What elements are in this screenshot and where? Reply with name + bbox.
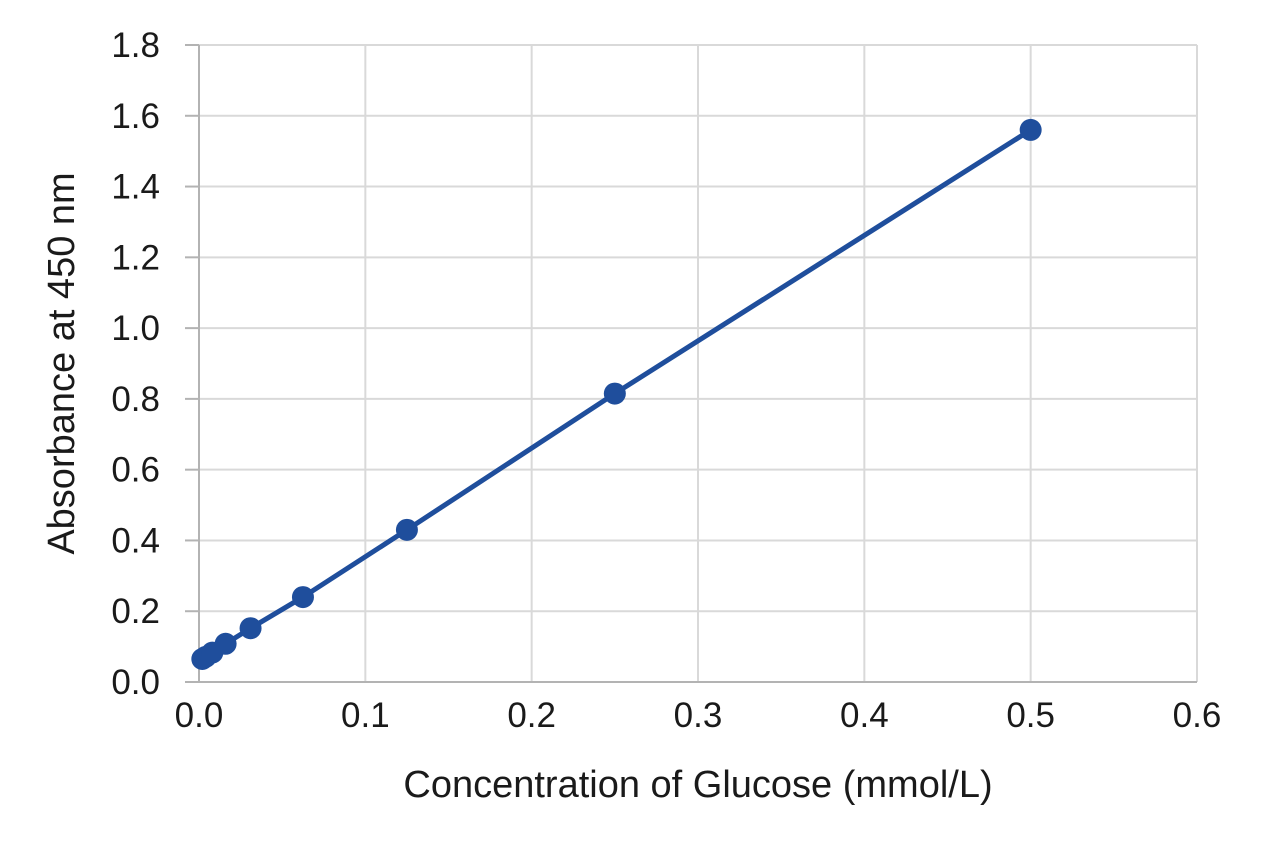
- y-tick-label: 0.2: [111, 592, 160, 631]
- x-tick-labels: 0.0 0.1 0.2 0.3 0.4 0.5 0.6: [175, 696, 1222, 735]
- x-tick-label: 0.6: [1173, 696, 1222, 735]
- y-tick-label: 0.6: [111, 451, 160, 490]
- x-tick-label: 0.1: [341, 696, 390, 735]
- y-tick-label: 1.6: [111, 97, 160, 136]
- y-tick-label: 0.4: [111, 521, 160, 560]
- y-tick-label: 0.8: [111, 380, 160, 419]
- y-tick-label: 0.0: [111, 663, 160, 702]
- data-point: [214, 632, 237, 655]
- x-axis-title: Concentration of Glucose (mmol/L): [403, 764, 992, 806]
- y-axis-tick-marks: [185, 44, 199, 683]
- data-point: [239, 617, 262, 640]
- x-tick-label: 0.0: [175, 696, 224, 735]
- y-tick-label: 1.8: [111, 26, 160, 65]
- data-point: [291, 586, 314, 609]
- y-axis-title: Absorbance at 450 nm: [41, 172, 83, 554]
- x-tick-label: 0.5: [1006, 696, 1055, 735]
- y-tick-labels: 0.0 0.2 0.4 0.6 0.8 1.0 1.2 1.4 1.6 1.8: [111, 26, 160, 702]
- data-point: [1019, 118, 1042, 141]
- data-point: [603, 382, 626, 405]
- y-tick-label: 1.4: [111, 168, 160, 207]
- x-tick-label: 0.2: [507, 696, 556, 735]
- data-point: [395, 518, 418, 541]
- y-tick-label: 1.0: [111, 309, 160, 348]
- y-tick-label: 1.2: [111, 238, 160, 277]
- gridlines: [199, 44, 1198, 682]
- x-tick-label: 0.3: [674, 696, 723, 735]
- axis-lines: [198, 45, 1197, 683]
- data-points: [191, 118, 1042, 670]
- x-tick-label: 0.4: [840, 696, 889, 735]
